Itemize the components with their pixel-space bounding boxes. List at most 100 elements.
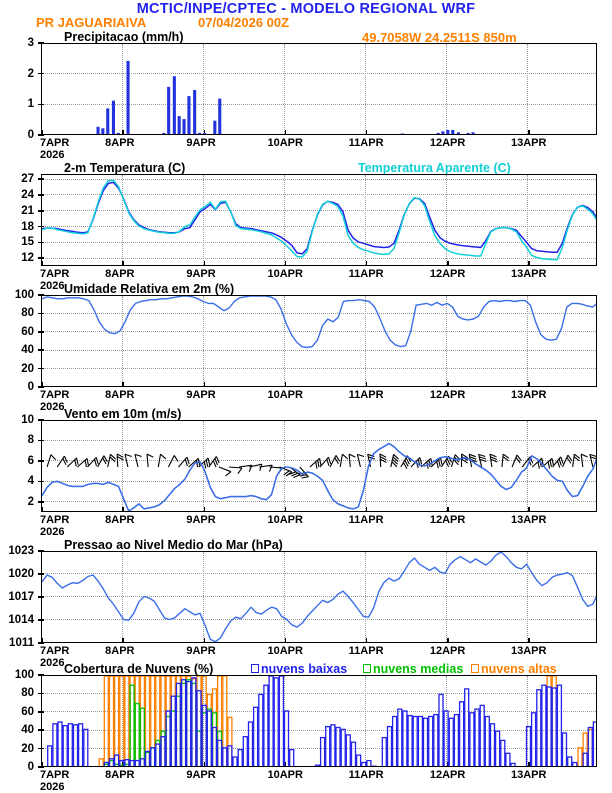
cloud-bar [563, 733, 567, 767]
cloud-bar [439, 694, 443, 767]
precip-bar [101, 128, 104, 135]
cloud-bar [269, 676, 273, 767]
y-tick-label: 60 [0, 706, 34, 718]
precip-bar [396, 135, 399, 136]
legend-nuvens-altas-swatch [471, 664, 479, 673]
cloud-bar [115, 676, 119, 767]
y-tick-label: 1017 [0, 591, 34, 603]
wind-barb [502, 454, 509, 467]
x-tick-label: 10APR [268, 389, 303, 401]
cloud-bar [444, 711, 448, 767]
data-line [42, 180, 597, 259]
wind-barb [357, 454, 364, 467]
legend-nuvens-baixas-label: nuvens baixas [261, 662, 347, 676]
y-tick-mark [38, 693, 44, 695]
wind-barb [490, 454, 497, 467]
precip-bar [198, 133, 201, 135]
x-tick-label: 12APR [430, 268, 465, 280]
wind-barb [67, 458, 78, 467]
cloud-bar [254, 707, 258, 767]
y-tick-mark [38, 766, 44, 768]
x-tick-label: 7APR [40, 389, 69, 401]
run-date-label: 07/04/2026 00Z [198, 15, 289, 30]
cloud-bar [388, 727, 392, 767]
x-tick-label: 10APR [268, 514, 303, 526]
y-tick-mark [38, 178, 44, 180]
y-tick-mark [38, 711, 44, 713]
y-tick-mark [38, 242, 44, 244]
precip-bar [187, 96, 190, 135]
precip-bar [259, 135, 262, 136]
wind-barb [219, 467, 231, 476]
cloud-bar [346, 735, 350, 767]
y-tick-label: 8 [0, 434, 34, 446]
wind-barb [340, 454, 348, 467]
precip-bar [558, 135, 561, 136]
x-tick-label: 7APR [40, 514, 69, 526]
cloud-bar [79, 724, 83, 767]
wind-barb [229, 467, 242, 474]
y-tick-label: 24 [0, 189, 34, 201]
wind-barb [209, 456, 219, 467]
cloud-bar [573, 763, 577, 768]
wind-barb [310, 458, 321, 468]
cloud-bar [274, 678, 278, 767]
data-line [42, 182, 597, 254]
panel-title-humidity: Umidade Relativa em 2m (%) [64, 282, 234, 296]
x-tick-label: 13APR [511, 389, 546, 401]
x-tick-label: 10APR [268, 137, 303, 149]
y-tick-mark [38, 419, 44, 421]
wind-barb [349, 454, 355, 467]
cloud-bar [593, 722, 597, 767]
cloud-bar [146, 751, 150, 767]
cloud-bar [259, 694, 263, 767]
precip-bar [401, 134, 404, 136]
precip-bar [122, 135, 125, 136]
wind-barb [479, 454, 487, 467]
year-label: 2026 [40, 280, 64, 292]
cloud-bar [532, 713, 536, 767]
plot-area-precipitation [41, 43, 597, 135]
y-tick-label: 2 [0, 68, 34, 80]
cloud-bar [264, 685, 268, 767]
wind-barb [573, 454, 580, 467]
y-tick-mark [38, 619, 44, 621]
x-tick-label: 8APR [105, 514, 134, 526]
cloud-bar [403, 711, 407, 767]
x-tick-label: 13APR [511, 769, 546, 781]
x-tick-label: 7APR [40, 137, 69, 149]
cloud-bar [48, 746, 52, 767]
cloud-bar [501, 740, 505, 767]
x-tick-label: 11APR [349, 645, 384, 657]
x-tick-label: 8APR [105, 769, 134, 781]
cloud-bar [130, 685, 134, 767]
x-tick-label: 13APR [511, 514, 546, 526]
cloud-bar [578, 748, 582, 767]
y-tick-mark [38, 42, 44, 44]
wind-barb [135, 454, 142, 467]
plot-area-pressure [41, 551, 597, 643]
precip-bar [112, 101, 115, 135]
wind-barb [330, 455, 340, 467]
wind-barb [88, 457, 99, 467]
y-tick-mark [38, 596, 44, 598]
y-tick-label: 12 [0, 252, 34, 264]
y-tick-label: 20 [0, 743, 34, 755]
cloud-bar [537, 690, 541, 767]
x-tick-label: 8APR [105, 645, 134, 657]
y-tick-label: 1011 [0, 637, 34, 649]
cloud-bar [460, 702, 464, 767]
cloud-bar [120, 676, 124, 767]
precip-bar [462, 135, 465, 136]
precip-bar [132, 135, 135, 136]
precip-bar [467, 133, 470, 135]
wind-barb [462, 454, 468, 467]
wind-barb [451, 455, 460, 467]
precip-bar [451, 130, 454, 135]
y-tick-mark [38, 674, 44, 676]
series-layer-precipitation [42, 44, 597, 135]
cloud-bar [166, 711, 170, 767]
x-tick-label: 9APR [186, 268, 215, 280]
year-label: 2026 [40, 526, 64, 538]
x-tick-label: 12APR [430, 389, 465, 401]
